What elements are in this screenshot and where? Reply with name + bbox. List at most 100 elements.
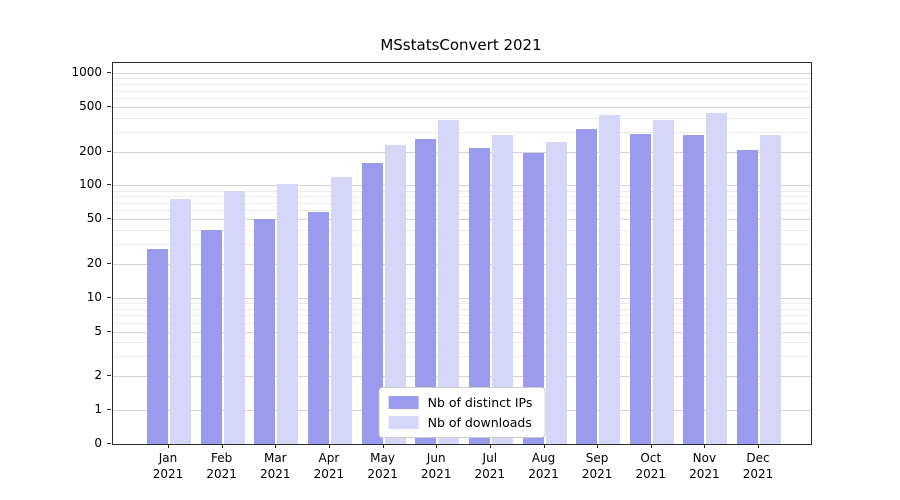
- x-tick: [221, 444, 223, 448]
- plot-area: Nb of distinct IPs Nb of downloads: [112, 62, 812, 445]
- legend: Nb of distinct IPs Nb of downloads: [378, 387, 546, 438]
- minor-gridline: [113, 98, 811, 99]
- minor-gridline: [113, 196, 811, 198]
- minor-gridline: [113, 356, 811, 358]
- minor-gridline: [113, 342, 811, 344]
- y-tick-label: 1: [94, 402, 102, 416]
- y-tick: [107, 105, 111, 107]
- minor-gridline: [113, 190, 811, 192]
- bar-downloads: [491, 135, 513, 444]
- y-tick: [107, 262, 111, 264]
- y-tick-label: 2: [94, 368, 102, 383]
- legend-label: Nb of distinct IPs: [427, 395, 533, 410]
- x-axis: Jan 2021 Feb 2021 Mar 2021 Apr 2021 May 2021 Jun 20…: [112, 444, 810, 496]
- y-tick-label: 0: [94, 436, 102, 450]
- x-tick: [275, 444, 277, 448]
- bar-distinct-ips: [683, 134, 705, 444]
- x-tick: [328, 444, 330, 448]
- y-tick: [107, 443, 111, 444]
- x-tick: [382, 444, 384, 448]
- legend-item: Nb of downloads: [388, 415, 533, 430]
- bar-distinct-ips: [307, 212, 329, 444]
- x-tick: [758, 444, 759, 448]
- x-tick: [489, 444, 491, 448]
- minor-gridline: [113, 90, 811, 92]
- bar-downloads: [223, 190, 245, 444]
- bar-distinct-ips: [629, 134, 651, 444]
- minor-gridline: [113, 230, 811, 232]
- y-tick: [107, 218, 111, 220]
- bar-distinct-ips: [468, 148, 490, 444]
- x-tick: [597, 444, 599, 448]
- x-tick: [436, 444, 438, 448]
- bar-distinct-ips: [576, 129, 598, 444]
- y-axis: 0 1 2 5 10 20 50 100 200 500 1000: [0, 62, 112, 450]
- y-tick: [107, 330, 111, 332]
- bar-downloads: [170, 199, 191, 444]
- y-tick: [107, 150, 111, 152]
- y-tick: [107, 409, 111, 410]
- bar-distinct-ips: [147, 249, 168, 444]
- y-tick-label: 200: [79, 143, 102, 158]
- bar-downloads: [706, 112, 728, 444]
- x-tick: [543, 444, 545, 448]
- minor-gridline: [113, 78, 811, 80]
- y-tick-label: 500: [79, 98, 102, 113]
- bar-downloads: [438, 119, 460, 444]
- legend-item: Nb of distinct IPs: [388, 395, 533, 410]
- minor-gridline: [113, 117, 811, 119]
- major-gridline: [113, 297, 811, 299]
- bar-downloads: [384, 144, 406, 444]
- x-tick-label: Jun 2021: [420, 451, 452, 481]
- y-tick-label: 5: [94, 323, 102, 338]
- major-gridline: [113, 185, 811, 187]
- bar-downloads: [277, 184, 299, 444]
- major-gridline: [113, 376, 811, 378]
- y-tick-label: 50: [86, 211, 102, 226]
- y-tick: [107, 296, 111, 298]
- x-tick-label: Aug 2021: [528, 451, 559, 481]
- bar-downloads: [652, 119, 674, 444]
- y-tick-label: 1000: [71, 65, 102, 80]
- major-gridline: [113, 219, 811, 221]
- bar-downloads: [760, 134, 781, 444]
- y-tick: [107, 72, 111, 74]
- minor-gridline: [113, 308, 811, 310]
- major-gridline: [113, 151, 811, 153]
- legend-swatch: [388, 396, 419, 409]
- minor-gridline: [113, 210, 811, 212]
- bar-distinct-ips: [254, 219, 276, 444]
- bar-distinct-ips: [522, 152, 544, 444]
- x-tick-label: Oct 2021: [635, 451, 667, 481]
- major-gridline: [113, 263, 811, 265]
- y-tick: [107, 375, 111, 377]
- x-tick-label: Nov 2021: [689, 451, 720, 481]
- minor-gridline: [113, 131, 811, 133]
- bar-distinct-ips: [361, 162, 383, 444]
- x-tick: [704, 444, 706, 448]
- bar-distinct-ips: [415, 138, 437, 444]
- x-tick: [168, 444, 169, 448]
- bar-distinct-ips: [200, 230, 222, 444]
- minor-gridline: [113, 202, 811, 204]
- x-tick-label: Feb 2021: [206, 451, 237, 481]
- x-tick-label: Apr 2021: [313, 451, 345, 481]
- bar-distinct-ips: [737, 149, 758, 444]
- minor-gridline: [113, 302, 811, 304]
- x-tick-label: Jul 2021: [474, 451, 506, 481]
- major-gridline: [113, 331, 811, 333]
- x-tick-label: May 2021: [367, 451, 398, 481]
- y-tick-label: 10: [86, 289, 102, 304]
- y-tick-label: 100: [79, 177, 102, 192]
- x-tick-label: Dec 2021: [742, 451, 774, 481]
- x-tick: [650, 444, 652, 448]
- chart-title: MSstatsConvert 2021: [380, 36, 542, 54]
- minor-gridline: [113, 244, 811, 246]
- minor-gridline: [113, 315, 811, 317]
- bar-downloads: [599, 115, 621, 444]
- major-gridline: [113, 106, 811, 108]
- bar-downloads: [545, 142, 567, 444]
- minor-gridline: [113, 322, 811, 324]
- x-tick-label: Mar 2021: [260, 451, 291, 481]
